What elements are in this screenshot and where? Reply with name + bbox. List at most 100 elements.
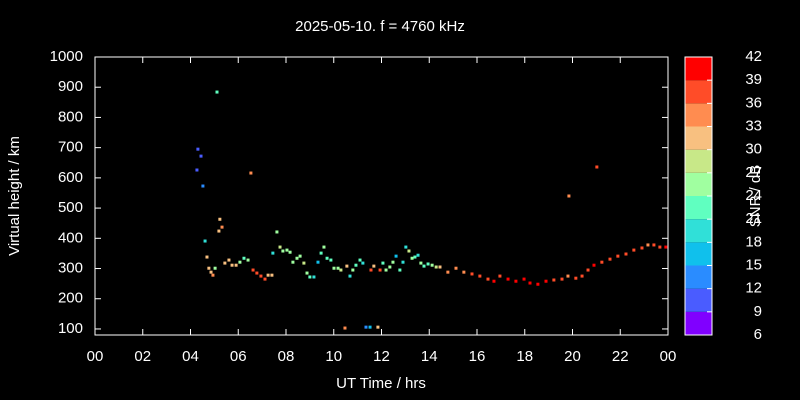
point bbox=[199, 154, 203, 158]
point bbox=[462, 270, 466, 274]
point bbox=[544, 279, 548, 283]
chart-title: 2025-05-10. f = 4760 kHz bbox=[295, 18, 465, 35]
colorbar-tick-label: 24 bbox=[745, 187, 762, 204]
point bbox=[478, 274, 482, 278]
colorbar-tick-label: 12 bbox=[745, 280, 762, 297]
point bbox=[242, 256, 246, 260]
y-tick-label: 400 bbox=[58, 229, 83, 246]
colorbar-segment bbox=[685, 172, 712, 196]
colorbar-tick-label: 42 bbox=[745, 48, 762, 65]
y-tick-label: 600 bbox=[58, 169, 83, 186]
point bbox=[446, 270, 450, 274]
point bbox=[536, 282, 540, 286]
point bbox=[319, 251, 323, 255]
y-tick-label: 700 bbox=[58, 139, 83, 156]
point bbox=[364, 325, 368, 329]
point bbox=[398, 268, 402, 272]
point bbox=[566, 274, 570, 278]
x-tick-label: 02 bbox=[134, 348, 151, 365]
point bbox=[227, 258, 231, 262]
point bbox=[652, 243, 656, 247]
colorbar-tick-label: 39 bbox=[745, 71, 762, 88]
point bbox=[336, 266, 340, 270]
point bbox=[270, 273, 274, 277]
point bbox=[358, 258, 362, 262]
y-tick-label: 1000 bbox=[50, 48, 83, 65]
point bbox=[281, 249, 285, 253]
point bbox=[528, 281, 532, 285]
point bbox=[332, 266, 336, 270]
colorbar-tick-label: 15 bbox=[745, 256, 762, 273]
point bbox=[646, 243, 650, 247]
colorbar-segment bbox=[685, 196, 712, 220]
point bbox=[298, 254, 302, 258]
colorbar-segment bbox=[685, 288, 712, 312]
x-tick-label: 20 bbox=[564, 348, 581, 365]
point bbox=[339, 268, 343, 272]
colorbar-segment bbox=[685, 265, 712, 289]
point bbox=[586, 268, 590, 272]
point bbox=[567, 194, 571, 198]
point bbox=[305, 271, 309, 275]
y-tick-label: 900 bbox=[58, 78, 83, 95]
point bbox=[215, 90, 219, 94]
colorbar-segment bbox=[685, 219, 712, 243]
point bbox=[658, 245, 662, 249]
point bbox=[348, 274, 352, 278]
point bbox=[354, 263, 358, 267]
colorbar-tick-label: 6 bbox=[754, 326, 762, 343]
point bbox=[616, 254, 620, 258]
point bbox=[263, 277, 267, 281]
point bbox=[410, 256, 414, 260]
point bbox=[608, 257, 612, 261]
point bbox=[308, 275, 312, 279]
point bbox=[454, 266, 458, 270]
point bbox=[381, 261, 385, 265]
point bbox=[632, 248, 636, 252]
colorbar-segment bbox=[685, 149, 712, 173]
x-tick-label: 10 bbox=[325, 348, 342, 365]
point bbox=[259, 274, 263, 278]
point bbox=[574, 276, 578, 280]
point bbox=[361, 261, 365, 265]
point bbox=[430, 263, 434, 267]
point bbox=[434, 265, 438, 269]
point bbox=[422, 264, 426, 268]
colorbar-segment bbox=[685, 57, 712, 81]
point bbox=[345, 264, 349, 268]
y-tick-label: 200 bbox=[58, 290, 83, 307]
point bbox=[600, 260, 604, 264]
point bbox=[413, 255, 417, 259]
point bbox=[275, 230, 279, 234]
point bbox=[416, 253, 420, 257]
point bbox=[220, 225, 224, 229]
colorbar-tick-label: 33 bbox=[745, 117, 762, 134]
y-axis-label: Virtual height / km bbox=[6, 136, 23, 256]
point bbox=[203, 239, 207, 243]
colorbar-tick-label: 27 bbox=[745, 164, 762, 181]
point bbox=[209, 270, 213, 274]
point bbox=[378, 268, 382, 272]
point bbox=[664, 245, 668, 249]
y-tick-label: 100 bbox=[58, 320, 83, 337]
point bbox=[640, 246, 644, 250]
point bbox=[246, 258, 250, 262]
x-axis-label: UT Time / hrs bbox=[336, 375, 426, 392]
y-tick-label: 800 bbox=[58, 108, 83, 125]
colorbar-segment bbox=[685, 242, 712, 266]
point bbox=[419, 261, 423, 265]
point bbox=[486, 277, 490, 281]
point bbox=[343, 326, 347, 330]
point bbox=[302, 261, 306, 265]
point bbox=[312, 275, 316, 279]
point bbox=[223, 261, 227, 265]
x-tick-label: 00 bbox=[87, 348, 104, 365]
point bbox=[322, 245, 326, 249]
point bbox=[207, 266, 211, 270]
x-tick-label: 12 bbox=[373, 348, 390, 365]
colorbar-segment bbox=[685, 80, 712, 104]
colorbar-segment bbox=[685, 311, 712, 335]
point bbox=[368, 325, 372, 329]
